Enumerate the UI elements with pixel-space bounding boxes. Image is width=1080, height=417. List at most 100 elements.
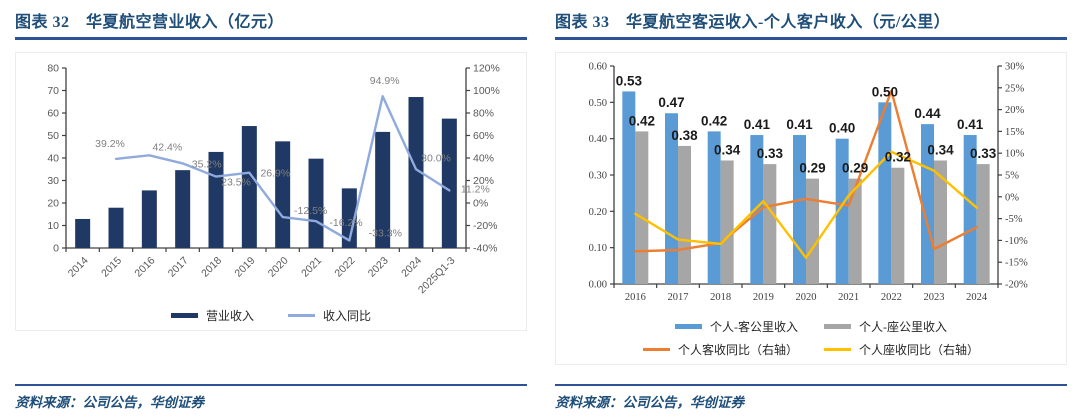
- svg-text:11.2%: 11.2%: [461, 183, 490, 195]
- passenger-yield-combo-chart: 0.00 0.10 0.20 0.30 0.40 0.50 0.60 -20% -15% -10%…: [589, 62, 1028, 304]
- svg-text:0.10: 0.10: [589, 243, 607, 254]
- svg-text:-12.5%: -12.5%: [294, 205, 327, 217]
- svg-text:2016: 2016: [132, 255, 157, 280]
- legend-label-pax-yoy: 个人客收同比（右轴）: [677, 343, 798, 357]
- svg-text:2024: 2024: [399, 255, 424, 280]
- svg-text:0.50: 0.50: [872, 84, 898, 99]
- svg-text:-33.3%: -33.3%: [369, 227, 402, 239]
- svg-text:10%: 10%: [1005, 149, 1025, 160]
- svg-text:-16.2%: -16.2%: [329, 217, 362, 229]
- figure-33: 图表 33 华夏航空客运收入-个人客户收入（元/公里） 0.00 0.10 0.20…: [540, 0, 1080, 417]
- svg-text:0.50: 0.50: [589, 98, 607, 109]
- svg-text:0.42: 0.42: [629, 113, 655, 128]
- svg-text:2020: 2020: [266, 255, 291, 280]
- svg-text:20: 20: [47, 198, 59, 210]
- svg-text:2021: 2021: [299, 255, 324, 280]
- svg-text:2018: 2018: [710, 292, 731, 303]
- figure-33-legend-row1: 个人-客公里收入 个人-座公里收入: [558, 318, 1064, 335]
- legend-item-pax-km: 个人-客公里收入: [675, 318, 798, 335]
- svg-text:94.9%: 94.9%: [370, 75, 400, 87]
- figure-33-title-rule: [555, 37, 1067, 40]
- svg-text:2018: 2018: [199, 255, 224, 280]
- pax-km-bar-swatch: [675, 324, 702, 329]
- seat-yoy-line-swatch: [824, 348, 851, 351]
- yoy-line-swatch: [288, 314, 315, 317]
- svg-text:0.42: 0.42: [701, 113, 727, 128]
- svg-text:0%: 0%: [1005, 192, 1019, 203]
- svg-text:30.0%: 30.0%: [421, 152, 451, 164]
- svg-text:60%: 60%: [473, 130, 494, 142]
- svg-text:0.30: 0.30: [589, 171, 607, 182]
- svg-text:0.00: 0.00: [589, 280, 607, 291]
- svg-text:30%: 30%: [1005, 62, 1025, 73]
- svg-text:0.41: 0.41: [957, 117, 984, 132]
- figure-32-source: 资料来源：公司公告，华创证券: [15, 395, 204, 410]
- figure-33-footer-rule: [555, 383, 1067, 386]
- svg-text:0.34: 0.34: [927, 142, 954, 157]
- svg-text:70: 70: [47, 85, 59, 97]
- svg-text:15%: 15%: [1005, 127, 1025, 138]
- svg-text:23.5%: 23.5%: [221, 177, 251, 189]
- legend-label-seat-km: 个人-座公里收入: [859, 320, 947, 334]
- legend-label-seat-yoy: 个人座收同比（右轴）: [859, 343, 980, 357]
- svg-text:-20%: -20%: [473, 220, 498, 232]
- svg-text:2024: 2024: [966, 292, 988, 303]
- svg-text:0.34: 0.34: [714, 142, 741, 157]
- svg-text:-10%: -10%: [1005, 236, 1028, 247]
- svg-text:2023: 2023: [366, 255, 391, 280]
- svg-text:-20%: -20%: [1005, 280, 1028, 291]
- figure-32-chart-area: 0 10 20 30 40 50 60 70 80 -40% -20% 0% 20% 40% 60% 80% 1…: [15, 52, 527, 331]
- svg-text:39.2%: 39.2%: [95, 138, 125, 150]
- svg-text:5%: 5%: [1005, 171, 1019, 182]
- legend-item-pax-yoy: 个人客收同比（右轴）: [642, 341, 798, 358]
- svg-text:2021: 2021: [838, 292, 859, 303]
- svg-text:2025Q1-3: 2025Q1-3: [416, 255, 458, 297]
- svg-text:80%: 80%: [473, 108, 494, 120]
- svg-text:0.40: 0.40: [589, 134, 607, 145]
- legend-item-yoy: 收入同比: [288, 307, 371, 324]
- svg-text:0.20: 0.20: [589, 207, 607, 218]
- legend-label-revenue: 营业收入: [205, 309, 254, 323]
- svg-text:0.29: 0.29: [799, 161, 825, 176]
- legend-item-seat-km: 个人-座公里收入: [824, 318, 947, 335]
- figure-33-source: 资料来源：公司公告，华创证券: [555, 395, 744, 410]
- svg-text:0.41: 0.41: [744, 117, 771, 132]
- svg-text:2023: 2023: [924, 292, 945, 303]
- svg-text:2019: 2019: [753, 292, 774, 303]
- legend-label-pax-km: 个人-客公里收入: [710, 320, 798, 334]
- figure-32-legend: 营业收入 收入同比: [18, 307, 524, 324]
- svg-text:-5%: -5%: [1005, 214, 1023, 225]
- legend-item-revenue: 营业收入: [170, 307, 254, 324]
- pax-yoy-line-swatch: [642, 348, 670, 351]
- svg-text:0%: 0%: [473, 198, 488, 210]
- svg-text:0: 0: [53, 243, 59, 255]
- svg-text:2017: 2017: [668, 292, 689, 303]
- svg-text:0.40: 0.40: [829, 121, 855, 136]
- legend-item-seat-yoy: 个人座收同比（右轴）: [824, 341, 979, 358]
- svg-text:50: 50: [47, 130, 59, 142]
- svg-text:2017: 2017: [166, 255, 191, 280]
- svg-text:60: 60: [47, 108, 59, 120]
- svg-text:0.33: 0.33: [970, 146, 997, 161]
- svg-text:2019: 2019: [232, 255, 257, 280]
- svg-text:2015: 2015: [99, 255, 124, 280]
- svg-text:10: 10: [47, 220, 59, 232]
- svg-text:0.53: 0.53: [616, 73, 643, 88]
- svg-text:20%: 20%: [1005, 105, 1025, 116]
- figure-32-title: 图表 32 华夏航空营业收入（亿元）: [15, 14, 285, 31]
- svg-text:2022: 2022: [881, 292, 902, 303]
- svg-text:-15%: -15%: [1005, 258, 1028, 269]
- svg-text:0.60: 0.60: [589, 62, 607, 73]
- svg-text:0.47: 0.47: [658, 95, 684, 110]
- svg-text:120%: 120%: [473, 63, 500, 75]
- svg-text:100%: 100%: [473, 85, 500, 97]
- svg-text:80: 80: [47, 63, 59, 75]
- seat-km-bar-swatch: [824, 324, 851, 329]
- svg-text:30: 30: [47, 175, 59, 187]
- svg-text:2022: 2022: [332, 255, 357, 280]
- svg-text:26.9%: 26.9%: [260, 168, 290, 180]
- svg-text:0.29: 0.29: [842, 161, 868, 176]
- svg-text:25%: 25%: [1005, 83, 1025, 94]
- svg-text:42.4%: 42.4%: [152, 141, 182, 153]
